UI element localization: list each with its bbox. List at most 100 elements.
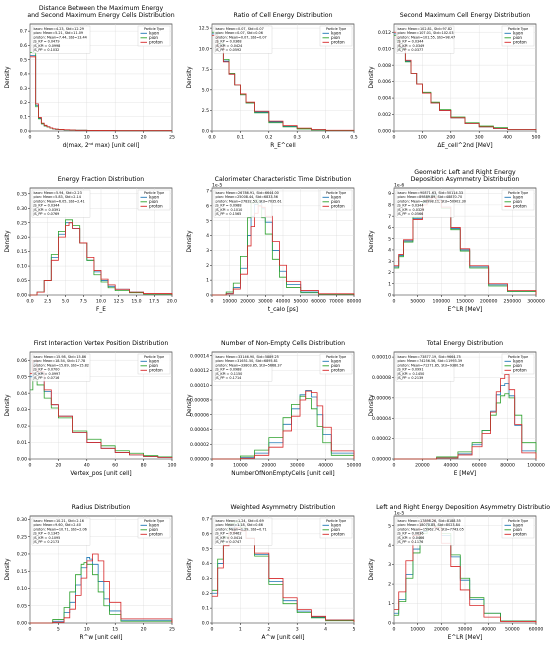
x-tick-label: 0.3 <box>294 135 301 141</box>
stats-line: JS_KPi = 0.0997 <box>33 372 61 376</box>
legend-label-kaon: kaon <box>331 359 341 364</box>
y-axis-exponent: 1e-6 <box>394 183 404 189</box>
x-tick-label: 4 <box>324 627 327 633</box>
stats-line: proton: Mean=7.44, Std=13.44 <box>34 35 87 39</box>
y-tick-label: 7.5 <box>202 67 209 73</box>
x-tick-label: 0 <box>393 135 396 141</box>
stats-line: JS_KP = 0.0344 <box>397 204 424 208</box>
stats-line: pion: Mean=5.83, Std=2.14 <box>34 195 81 199</box>
stats-box-bg <box>31 353 91 382</box>
legend-label-pion: pion <box>513 35 522 40</box>
stats-line: proton: Mean=90998.11, Std=50902.30 <box>398 199 466 203</box>
y-tick-label: 10.0 <box>199 46 209 52</box>
stats-line: proton: Mean=33803.85, Std=5668.37 <box>216 363 282 367</box>
stats-line: kaon: Mean=15.98, Std=15.86 <box>34 355 87 359</box>
stats-line: proton: Mean=6.05, Std=2.41 <box>34 199 85 203</box>
stats-box-bg <box>31 517 91 546</box>
x-tick-label: 10000 <box>410 627 425 633</box>
x-tick-label: 5 <box>57 135 60 141</box>
x-tick-label: 10000 <box>233 463 248 469</box>
histogram-panel-1: Distance Between the Maximum Energy and S… <box>2 2 184 166</box>
chart-title: First Interaction Vertex Position Distri… <box>34 340 169 347</box>
chart-title: Deposition Asymmetry Distribution <box>411 176 520 183</box>
stats-line: JS_PP = 0.0716 <box>33 376 60 380</box>
y-tick-label: 0 <box>388 293 391 299</box>
y-tick-label: 0.1 <box>202 606 209 612</box>
y-tick-label: 0.010 <box>378 46 391 52</box>
y-tick-label: 0.02 <box>17 424 27 430</box>
x-tick-label: 0.1 <box>237 135 244 141</box>
legend-label-pion: pion <box>331 527 340 532</box>
x-tick-label: 30000 <box>258 299 273 305</box>
chart-title: and Second Maximum Energy Cells Distribu… <box>27 12 174 19</box>
stats-line: pion: Mean=31651.50, Std=6895.81 <box>216 359 278 363</box>
y-tick-label: 0.10 <box>17 586 27 592</box>
y-tick-label: 3 <box>206 248 209 254</box>
stats-line: JS_KP = 0.0991 <box>397 368 424 372</box>
y-tick-label: 3 <box>388 562 391 568</box>
stats-line: JS_KPi = 0.1010 <box>215 208 243 212</box>
chart-svg: Total Energy Distribution 0.00000 0.00002 0… <box>369 340 545 477</box>
y-axis-label: Density <box>369 394 375 417</box>
stats-line: JS_KPi = 0.0414 <box>215 536 243 540</box>
legend-label-pion: pion <box>149 363 158 368</box>
legend-title: Particle Type <box>326 191 346 195</box>
legend-label-proton: proton <box>331 368 345 373</box>
y-tick-label: 0.00004 <box>190 427 209 433</box>
stats-line: JS_PP = 0.0377 <box>397 48 424 52</box>
x-tick-label: 25 <box>169 627 175 633</box>
stats-line: JS_PP = 0.0566 <box>397 212 424 216</box>
stats-line: JS_KP = 0.0988 <box>215 204 242 208</box>
y-tick-label: 0.25 <box>17 534 27 540</box>
stats-line: JS_PP = 0.0592 <box>215 48 242 52</box>
y-tick-label: 0.10 <box>17 264 27 270</box>
x-axis-label: d(max, 2ⁿᵈ max) [unit cell] <box>63 142 140 149</box>
legend-label-pion: pion <box>149 527 158 532</box>
y-tick-label: 0.05 <box>17 278 27 284</box>
legend-label-pion: pion <box>513 527 522 532</box>
chart-title: Energy Fraction Distribution <box>58 176 144 183</box>
y-tick-label: 3 <box>388 259 391 265</box>
stats-line: JS_PP = 0.1714 <box>215 376 242 380</box>
chart-svg: Ratio of Cell Energy Distribution 0.0 2.5 5… <box>187 12 358 149</box>
y-tick-label: 0.20 <box>17 235 27 241</box>
y-tick-label: 0.2 <box>202 591 209 597</box>
x-tick-label: 40000 <box>481 627 496 633</box>
legend-box <box>501 189 535 211</box>
x-tick-label: 150000 <box>456 299 474 305</box>
y-tick-label: 0.00000 <box>190 457 209 463</box>
y-tick-label: 5 <box>388 523 391 529</box>
y-tick-label: 1 <box>206 278 209 284</box>
stats-box-bg <box>213 353 273 382</box>
x-tick-label: 40000 <box>318 463 333 469</box>
x-tick-label: 1 <box>239 627 242 633</box>
x-tick-label: 15 <box>112 627 118 633</box>
x-tick-label: 20 <box>55 463 61 469</box>
y-tick-label: 0.00012 <box>190 368 209 374</box>
y-tick-label: 0.03 <box>17 407 27 413</box>
y-tick-label: 0.5 <box>20 57 27 63</box>
y-tick-label: 7 <box>206 189 209 195</box>
stats-line: proton: Mean=1.29, Std=0.71 <box>216 527 267 531</box>
y-tick-label: 0.006 <box>378 79 391 85</box>
y-axis-label: Density <box>187 66 193 89</box>
legend-label-proton: proton <box>149 204 163 209</box>
y-tick-label: 0.00004 <box>372 416 391 422</box>
x-tick-label: 300000 <box>527 299 545 305</box>
x-tick-label: 500 <box>532 135 541 141</box>
stats-line: JS_PP = 0.1176 <box>397 540 424 544</box>
y-tick-label: 9 <box>388 191 391 197</box>
y-tick-label: 0.00014 <box>190 353 209 359</box>
legend-label-proton: proton <box>331 204 345 209</box>
y-axis-label: Density <box>187 558 193 581</box>
series-line-proton <box>394 374 537 460</box>
chart-title: Radius Distribution <box>72 504 131 511</box>
series-line-proton <box>30 553 173 624</box>
